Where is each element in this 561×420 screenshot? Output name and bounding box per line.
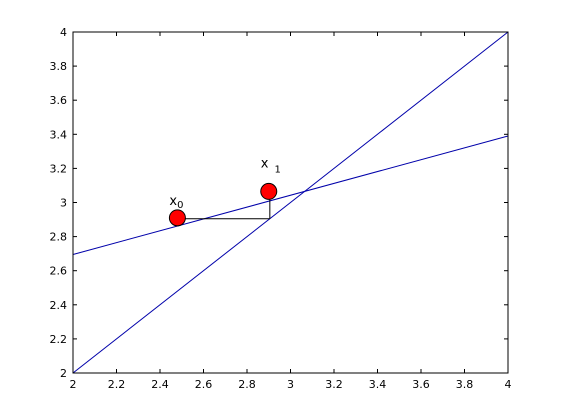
- iterate-point-1: [260, 182, 278, 200]
- x-tick-label: 2.4: [151, 378, 169, 391]
- y-tick-label: 2.2: [50, 333, 68, 346]
- y-tick-label: 2.6: [50, 265, 68, 278]
- y-tick-label: 4: [60, 26, 67, 39]
- iterate-point-0: [168, 209, 186, 227]
- series-line-1: [72, 31, 509, 374]
- x-tick-label: 3.8: [456, 378, 474, 391]
- series-layer: [72, 31, 509, 374]
- x-tick-label: 2.2: [108, 378, 126, 391]
- y-tick-label: 3.6: [50, 94, 68, 107]
- y-tick-label: 2.4: [50, 299, 68, 312]
- tick-layer: 2 2.2 2.4 2.6 2.8 3 3.2 3.4 3.6 3.8 4 2 2.2 2.4 2.6 2.8…: [50, 26, 512, 391]
- x-tick-label: 3.2: [325, 378, 343, 391]
- x-tick-label: 2.6: [195, 378, 213, 391]
- y-tick-label: 3.8: [50, 60, 68, 73]
- x-tick-label: 3: [287, 378, 294, 391]
- y-tick-label: 2.8: [50, 231, 68, 244]
- x-tick-label: 2.8: [238, 378, 256, 391]
- x-tick-label: 4: [505, 378, 512, 391]
- x-tick-label: 2: [70, 378, 77, 391]
- series-line-2: [72, 135, 509, 255]
- y-tick-label: 3: [60, 197, 67, 210]
- x-tick-label: 3.4: [369, 378, 387, 391]
- y-tick-label: 3.4: [50, 128, 68, 141]
- x-tick-label: 3.6: [412, 378, 430, 391]
- y-tick-label: 2: [60, 367, 67, 380]
- y-tick-label: 3.2: [50, 162, 68, 175]
